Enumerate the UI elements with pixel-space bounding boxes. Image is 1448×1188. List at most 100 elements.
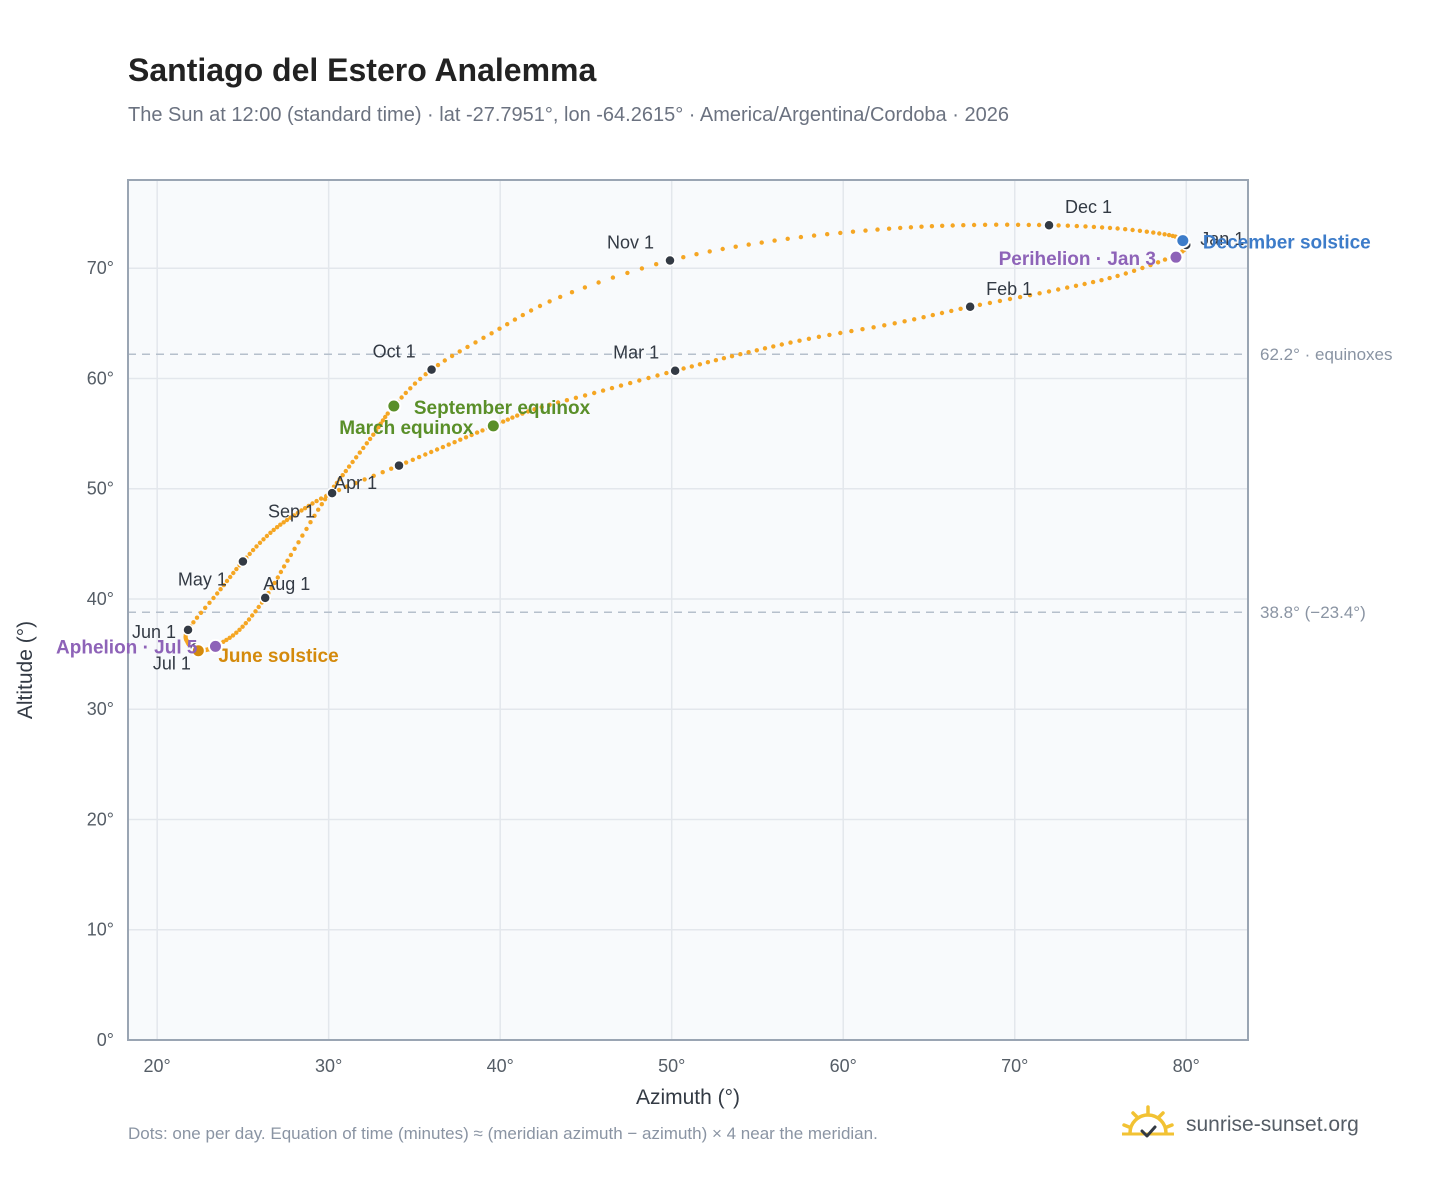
- daily-sun-dot: [346, 464, 352, 469]
- daily-sun-dot: [797, 338, 802, 343]
- month-marker: [326, 487, 338, 499]
- month-marker: [182, 624, 194, 636]
- daily-sun-dot: [919, 224, 924, 229]
- daily-sun-dot: [489, 331, 494, 336]
- daily-sun-dot: [1137, 228, 1143, 233]
- daily-sun-dot: [254, 544, 259, 549]
- y-tick-label: 0°: [97, 1030, 114, 1050]
- daily-sun-dot: [412, 381, 418, 386]
- daily-sun-dot: [850, 229, 856, 234]
- daily-sun-dot: [378, 421, 383, 426]
- daily-sun-dot: [231, 570, 236, 576]
- daily-sun-dot: [1091, 224, 1097, 230]
- daily-sun-dot: [362, 477, 367, 482]
- daily-sun-dot: [875, 227, 880, 232]
- daily-sun-dot: [296, 540, 301, 545]
- daily-sun-dot: [1056, 223, 1061, 228]
- daily-sun-dot: [343, 468, 348, 474]
- daily-sun-dot: [1082, 281, 1087, 287]
- daily-sun-dot: [337, 477, 342, 482]
- month-marker-label: Aug 1: [263, 574, 310, 594]
- daily-sun-dot: [308, 520, 313, 525]
- daily-sun-dot: [247, 551, 252, 557]
- daily-sun-dot: [520, 411, 525, 416]
- daily-sun-dot: [281, 564, 287, 569]
- daily-sun-dot: [950, 223, 955, 228]
- daily-sun-dot: [269, 585, 274, 591]
- daily-sun-dot: [380, 470, 385, 475]
- daily-sun-dot: [609, 385, 615, 391]
- daily-sun-dot: [300, 533, 305, 538]
- daily-sun-dot: [264, 533, 270, 539]
- month-marker-label: Mar 1: [613, 343, 659, 363]
- daily-sun-dot: [350, 459, 355, 465]
- daily-sun-dot: [203, 605, 208, 610]
- daily-sun-dot: [344, 484, 350, 489]
- daily-sun-dot: [628, 380, 633, 386]
- y-tick-label: 60°: [87, 368, 114, 388]
- daily-sun-dot: [994, 222, 999, 227]
- daily-sun-dot: [275, 575, 280, 580]
- daily-sun-dot: [215, 591, 220, 596]
- daily-sun-dot: [389, 466, 394, 471]
- daily-sun-dot: [1131, 268, 1137, 273]
- daily-sun-dot: [939, 310, 945, 316]
- daily-sun-dot: [399, 395, 404, 400]
- daily-sun-dot: [385, 411, 390, 416]
- daily-sun-dot: [224, 578, 230, 584]
- event-label: June solstice: [218, 646, 338, 667]
- sun-logo-icon: [1122, 1105, 1174, 1138]
- daily-sun-dot: [582, 393, 588, 398]
- month-marker-label: Dec 1: [1065, 197, 1112, 217]
- daily-sun-dot: [281, 520, 286, 525]
- daily-sun-dot: [997, 298, 1003, 304]
- daily-sun-dot: [234, 566, 239, 572]
- daily-sun-dot: [191, 620, 196, 625]
- x-tick-label: 40°: [487, 1056, 514, 1076]
- daily-sun-dot: [224, 637, 229, 643]
- event-marker: [207, 638, 223, 654]
- daily-sun-dot: [234, 630, 239, 635]
- daily-sun-dot: [211, 595, 216, 601]
- daily-sun-dot: [256, 604, 261, 610]
- daily-sun-dot: [250, 613, 255, 618]
- plot-frame: [127, 179, 1249, 1041]
- daily-sun-dot: [463, 435, 469, 440]
- daily-sun-dot: [908, 225, 914, 230]
- daily-sun-dot: [694, 252, 699, 257]
- daily-sun-dot: [929, 224, 935, 229]
- daily-sun-dot: [227, 635, 232, 640]
- daily-sun-dot: [435, 362, 441, 368]
- month-marker: [393, 459, 405, 472]
- y-tick-label: 20°: [87, 809, 114, 829]
- daily-sun-dot: [501, 419, 506, 424]
- daily-sun-dot: [469, 432, 474, 438]
- daily-sun-dot: [940, 223, 945, 228]
- daily-sun-dot: [689, 364, 694, 369]
- daily-sun-dot: [440, 444, 446, 450]
- daily-sun-dot: [299, 508, 304, 513]
- daily-sun-dot: [1036, 222, 1042, 228]
- daily-sun-dot: [912, 317, 917, 322]
- daily-sun-dot: [302, 506, 308, 511]
- daily-sun-dot: [274, 525, 280, 530]
- daily-sun-dot: [310, 501, 315, 506]
- daily-sun-dot: [971, 222, 977, 228]
- daily-sun-dot: [418, 376, 423, 382]
- daily-sun-dot: [754, 348, 759, 353]
- brand-logo[interactable]: sunrise-sunset.org: [1120, 1100, 1359, 1150]
- daily-sun-dot: [681, 366, 686, 371]
- daily-sun-dot: [1148, 262, 1153, 268]
- x-tick-label: 70°: [1001, 1056, 1028, 1076]
- daily-sun-dot: [373, 428, 379, 433]
- x-tick-label: 80°: [1173, 1056, 1200, 1076]
- daily-sun-dot: [582, 285, 588, 290]
- daily-sun-dot: [221, 582, 226, 588]
- daily-sun-dot: [1115, 226, 1120, 231]
- daily-sun-dot: [898, 225, 903, 231]
- daily-sun-dot: [639, 266, 645, 271]
- daily-sun-dot: [1007, 296, 1013, 302]
- daily-sun-dot: [497, 326, 502, 331]
- month-marker-label: Jul 1: [153, 653, 191, 673]
- x-tick-label: 50°: [658, 1056, 685, 1076]
